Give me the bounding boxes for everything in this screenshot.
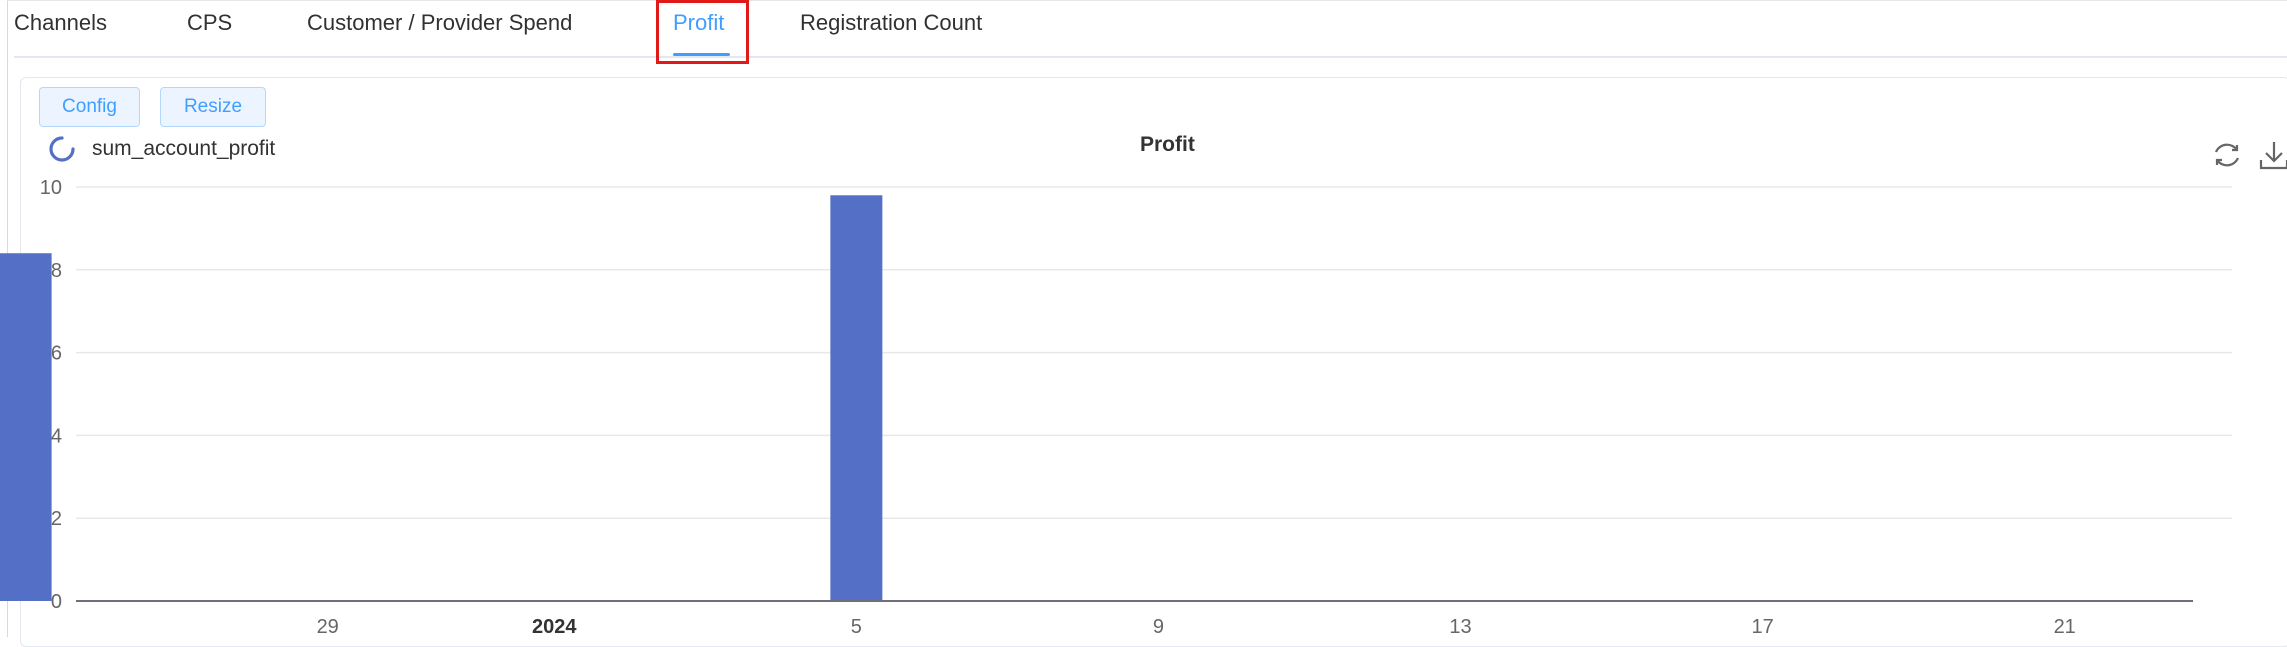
chart-legend[interactable]: sum_account_profit xyxy=(48,134,275,164)
y-tick-label: 6 xyxy=(51,343,62,365)
y-tick-label: 8 xyxy=(51,260,62,282)
x-tick-label: 21 xyxy=(2054,616,2076,638)
legend-label: sum_account_profit xyxy=(92,137,276,160)
x-tick-label: 2024 xyxy=(532,616,577,638)
x-tick-label: 29 xyxy=(317,616,339,638)
tab-registration-count[interactable]: Registration Count xyxy=(800,10,983,35)
x-tick-label: 17 xyxy=(1751,616,1773,638)
resize-button[interactable]: Resize xyxy=(160,87,266,127)
top-border xyxy=(7,0,2287,1)
x-tick-label: 9 xyxy=(1153,616,1164,638)
tab-customer-provider-spend[interactable]: Customer / Provider Spend xyxy=(307,10,573,35)
download-icon[interactable] xyxy=(2257,138,2287,172)
config-button[interactable]: Config xyxy=(39,87,140,127)
x-tick-label: 5 xyxy=(851,616,862,638)
bar xyxy=(0,253,52,602)
tab-channels[interactable]: Channels xyxy=(14,10,107,35)
active-tab-indicator xyxy=(673,53,730,56)
y-tick-label: 10 xyxy=(40,177,62,199)
bar xyxy=(830,195,883,601)
chart-title: Profit xyxy=(1140,133,1195,156)
y-tick-label: 0 xyxy=(51,591,62,613)
tab-bar-divider xyxy=(14,56,2287,58)
y-tick-label: 4 xyxy=(51,425,62,447)
refresh-icon[interactable] xyxy=(2210,138,2244,172)
x-tick-label: 13 xyxy=(1449,616,1471,638)
y-tick-label: 2 xyxy=(51,508,62,530)
highlight-annotation xyxy=(656,0,749,64)
tab-cps[interactable]: CPS xyxy=(187,10,233,35)
loading-spinner-icon xyxy=(49,136,75,162)
tab-profit[interactable]: Profit xyxy=(673,10,725,35)
